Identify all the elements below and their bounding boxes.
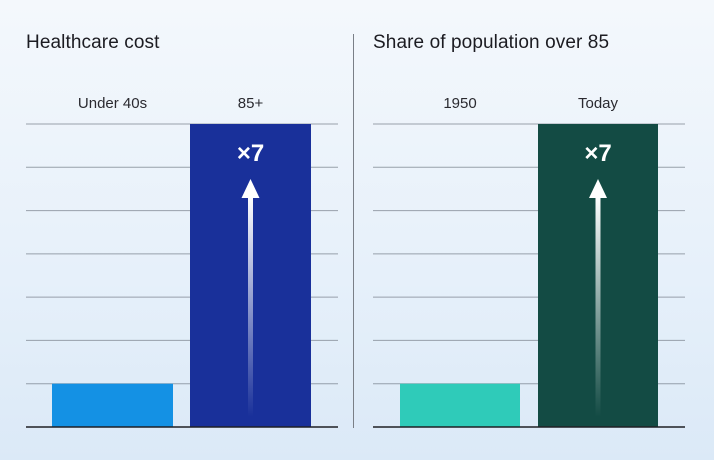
- bar-1950: [400, 383, 520, 427]
- panel-divider: [353, 34, 354, 428]
- multiplier-label: ×7: [584, 140, 611, 167]
- growth-arrow-head: [241, 179, 260, 198]
- growth-arrow-head: [589, 179, 607, 198]
- category-label: Today: [578, 95, 619, 112]
- multiplier-label: ×7: [237, 140, 264, 167]
- category-label: 85+: [238, 95, 264, 112]
- growth-arrow-shaft: [248, 196, 253, 417]
- category-label: 1950: [443, 95, 476, 112]
- growth-arrow-shaft: [595, 196, 601, 417]
- bar-under-40s: [52, 383, 173, 427]
- category-label: Under 40s: [78, 95, 147, 112]
- chart-title-population-over-85: Share of population over 85: [373, 32, 610, 53]
- chart-title-healthcare-cost: Healthcare cost: [26, 32, 160, 53]
